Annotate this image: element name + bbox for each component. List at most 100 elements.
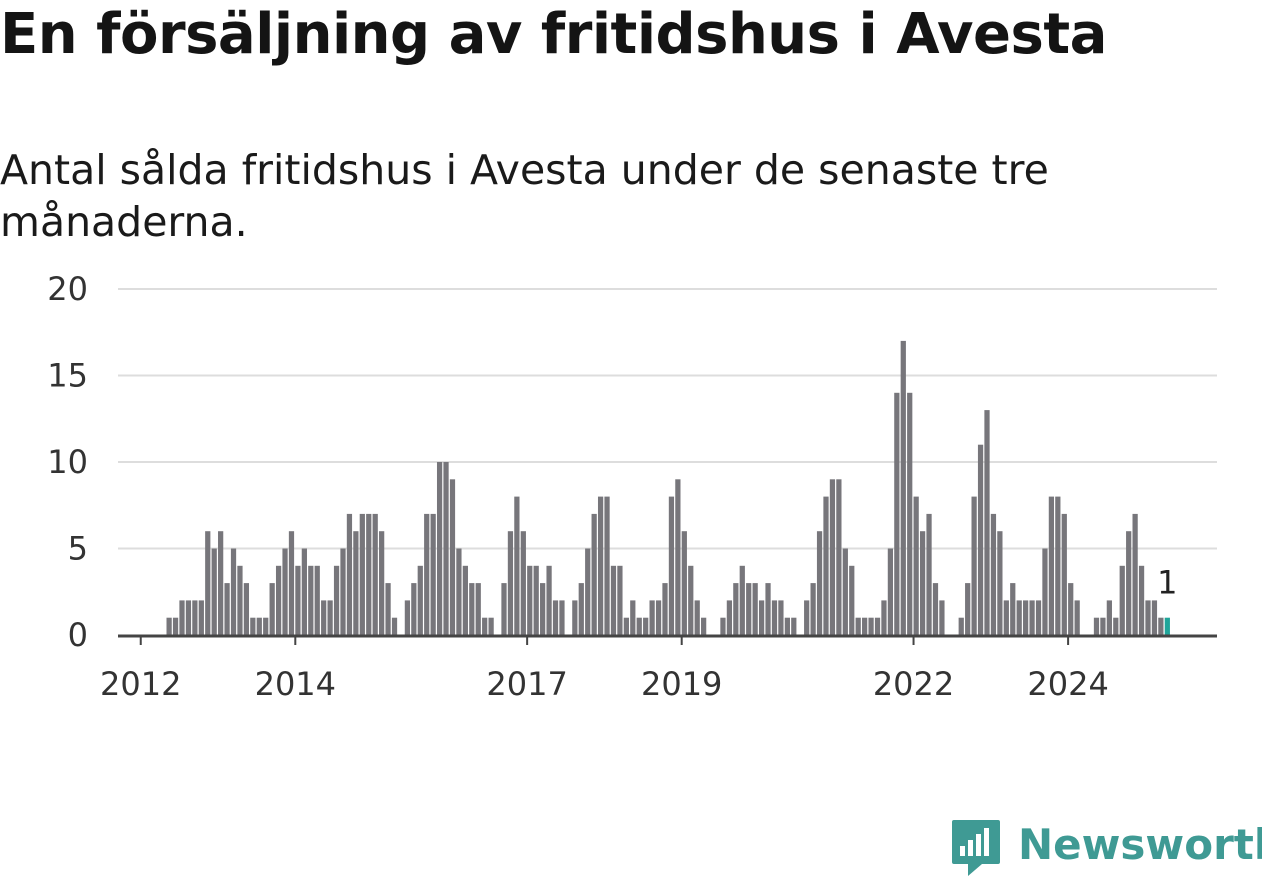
bar — [546, 565, 552, 635]
bar — [391, 617, 398, 635]
bar — [887, 548, 894, 635]
bar — [275, 565, 282, 635]
bar — [939, 600, 945, 635]
bar — [404, 600, 411, 635]
bar — [630, 600, 636, 635]
bar — [1126, 531, 1132, 635]
bar — [372, 513, 378, 635]
bar — [211, 548, 217, 635]
bar — [694, 600, 700, 635]
bar — [488, 617, 494, 635]
bar — [739, 565, 745, 635]
bar — [507, 531, 514, 635]
bar — [179, 600, 185, 635]
bar — [1100, 617, 1106, 635]
bar — [1048, 496, 1055, 635]
bar — [997, 531, 1003, 635]
bar — [1119, 565, 1125, 635]
bar — [591, 513, 597, 635]
bar — [675, 479, 681, 635]
bar — [224, 583, 230, 635]
bar — [218, 531, 224, 635]
bar — [237, 565, 243, 635]
bar — [597, 496, 604, 635]
bar — [791, 617, 797, 635]
bar — [475, 583, 481, 635]
bar — [533, 565, 539, 635]
bar — [192, 600, 198, 635]
bar — [1106, 600, 1112, 635]
bar — [617, 565, 623, 635]
bar — [243, 583, 250, 635]
bar — [1061, 513, 1067, 635]
bar — [1145, 600, 1151, 635]
bar — [688, 565, 694, 635]
bar — [758, 600, 765, 635]
bar — [514, 496, 520, 635]
bar — [424, 513, 430, 635]
bar — [263, 617, 269, 635]
chart-title: En försäljning av fritidshus i Avesta — [0, 2, 1107, 67]
bar — [990, 513, 997, 635]
bar — [726, 600, 733, 635]
bar — [1138, 565, 1145, 635]
bar — [977, 444, 984, 635]
y-tick-label: 5 — [68, 530, 88, 568]
bar — [1042, 548, 1048, 635]
bar — [932, 583, 939, 635]
bar — [919, 531, 926, 635]
bar — [1068, 583, 1074, 635]
bar — [926, 513, 932, 635]
chart-subtitle: Antal sålda fritidshus i Avesta under de… — [0, 146, 1049, 246]
bar — [198, 600, 204, 635]
bar — [1010, 583, 1016, 635]
bar — [282, 548, 288, 635]
bar — [623, 617, 629, 635]
bar — [520, 531, 526, 635]
bar — [205, 531, 211, 635]
bar — [185, 600, 192, 635]
bar — [346, 513, 353, 635]
bar — [172, 617, 179, 635]
bar — [733, 583, 739, 635]
bar — [1029, 600, 1035, 635]
bar — [250, 617, 256, 635]
bar — [527, 565, 533, 635]
bar — [810, 583, 816, 635]
bar — [269, 583, 275, 635]
bar — [816, 531, 823, 635]
bar — [366, 513, 372, 635]
x-tick-label: 2017 — [486, 665, 567, 703]
bar — [436, 462, 443, 635]
bar — [379, 531, 385, 635]
bar — [771, 600, 778, 635]
bar — [784, 617, 790, 635]
bar — [552, 600, 559, 635]
bar — [1093, 617, 1100, 635]
bar — [965, 583, 971, 635]
bar — [643, 617, 649, 635]
newsworthy-logo: Newsworthy — [950, 818, 1262, 882]
last-value-label: 1 — [1157, 564, 1177, 602]
bar — [874, 617, 881, 635]
bar — [610, 565, 617, 635]
bar — [746, 583, 752, 635]
bar — [572, 600, 578, 635]
bar — [482, 617, 488, 635]
bar — [1113, 617, 1119, 635]
bar — [958, 617, 964, 635]
bar — [836, 479, 842, 635]
bar — [720, 617, 726, 635]
bar — [166, 617, 172, 635]
bar — [301, 548, 307, 635]
bar — [907, 392, 913, 635]
bar — [765, 583, 771, 635]
bar — [449, 479, 456, 635]
bar — [1055, 496, 1061, 635]
bar — [668, 496, 675, 635]
bar — [443, 462, 449, 635]
bar — [655, 600, 662, 635]
bar — [230, 548, 237, 635]
bar — [559, 600, 565, 635]
bar — [900, 340, 906, 635]
